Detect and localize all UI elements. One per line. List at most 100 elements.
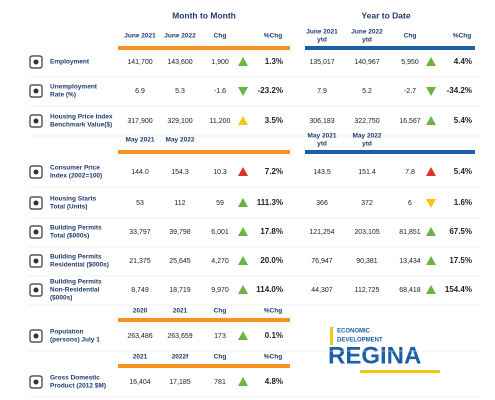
pct-change: 111.3% [257, 198, 283, 207]
column-header: ytd [362, 141, 372, 148]
row-label: Building Permits [50, 254, 102, 261]
cell-value: 135,017 [309, 59, 334, 66]
trend-arrow [238, 331, 248, 340]
row-icon [29, 196, 43, 210]
row-label: Non-Residential [50, 287, 100, 294]
column-header: May 2022 [166, 137, 195, 144]
cell-value: 33,797 [129, 229, 151, 236]
cell-value: 16,404 [129, 379, 151, 386]
cell-value: 140,967 [354, 59, 379, 66]
column-header: 2022f [172, 354, 189, 361]
row-icon [29, 114, 43, 128]
trend-arrow [238, 256, 248, 265]
cell-value: 173 [214, 333, 226, 340]
logo-text: DEVELOPMENT [337, 338, 383, 344]
row-label: Building Permits [50, 225, 102, 232]
row-icon-dot [33, 88, 39, 94]
cell-value: 372 [361, 200, 373, 207]
trend-arrow [238, 116, 248, 125]
row-label: Building Permits [50, 279, 102, 286]
cell-value: 25,645 [169, 258, 191, 265]
column-header: %Chg [264, 33, 282, 40]
cell-value: 781 [214, 379, 226, 386]
cell-value: 366 [316, 200, 328, 207]
row-icon-dot [33, 379, 39, 385]
row-label: Benchmark Value($) [50, 122, 112, 129]
row-label: Rate (%) [50, 92, 76, 99]
row-label: Housing Price Index [50, 114, 113, 121]
cell-value: 322,750 [354, 118, 379, 125]
row-icon-dot [33, 287, 39, 293]
pct-change: 3.5% [265, 116, 283, 125]
cell-value: 5,950 [401, 59, 419, 66]
cell-value: 144.0 [131, 169, 149, 176]
pct-change: 20.0% [260, 256, 283, 265]
column-header: ytd [317, 37, 327, 44]
header-bar [118, 318, 290, 322]
logo-name: REGINA [328, 342, 421, 369]
pct-change: 17.5% [449, 256, 472, 265]
cell-value: 21,375 [129, 258, 151, 265]
row-icon [29, 375, 43, 389]
row-label: Total (Units) [50, 204, 87, 211]
section-title: Year to Date [361, 10, 410, 20]
logo: ECONOMIC DEVELOPMENT REGINA [328, 327, 440, 373]
trend-arrow [426, 285, 436, 294]
pct-change: 4.4% [454, 57, 472, 66]
row-label: Housing Starts [50, 196, 97, 203]
cell-value: 39,798 [169, 229, 191, 236]
cell-value: 11,200 [210, 118, 231, 125]
column-header: %Chg [453, 33, 471, 40]
column-header: May 2021 [308, 133, 337, 140]
cell-value: 18,719 [169, 287, 191, 294]
cell-value: 59 [216, 200, 224, 207]
row-label: (persons) July 1 [50, 337, 100, 344]
header-bar [118, 150, 290, 154]
cell-value: 7.9 [317, 88, 327, 95]
column-header: Chg [214, 33, 227, 40]
column-header: Chg [214, 308, 227, 315]
row-label: ($000s) [50, 295, 72, 302]
pct-change: 154.4% [445, 285, 472, 294]
pct-change: 7.2% [265, 167, 283, 176]
column-header: June 2021 [306, 29, 338, 36]
column-header: Chg [214, 354, 227, 361]
pct-change: 1.3% [265, 57, 283, 66]
header-bar [305, 46, 475, 50]
cell-value: 16,567 [399, 118, 421, 125]
row-label: Product (2012 $M) [50, 383, 106, 390]
cell-value: 1,900 [211, 59, 229, 66]
column-header: May 2022 [353, 133, 382, 140]
cell-value: 81,851 [399, 229, 421, 236]
trend-arrow [238, 285, 248, 294]
cell-value: 5.3 [175, 88, 185, 95]
logo-bar [330, 327, 333, 345]
cell-value: 121,254 [309, 229, 334, 236]
row-icon [29, 254, 43, 268]
pct-change: 1.6% [454, 198, 472, 207]
cell-value: 13,434 [399, 258, 421, 265]
column-header: ytd [317, 141, 327, 148]
cell-value: 141,700 [127, 59, 152, 66]
cell-value: 263,659 [167, 333, 192, 340]
cell-value: 6,001 [211, 229, 229, 236]
row-icon-dot [33, 118, 39, 124]
logo-text: ECONOMIC [337, 329, 371, 335]
pct-change: 5.4% [454, 167, 472, 176]
row-icon [29, 225, 43, 239]
row-label: Employment [50, 59, 90, 66]
column-header: June 2022 [164, 33, 196, 40]
column-header: %Chg [264, 308, 282, 315]
row-label: Consumer Price [50, 165, 100, 172]
cell-value: 306,183 [309, 118, 334, 125]
trend-arrow [426, 57, 436, 66]
cell-value: 10.3 [213, 169, 227, 176]
trend-arrow [426, 167, 436, 176]
cell-value: 143,600 [167, 59, 192, 66]
cell-value: 112 [174, 200, 185, 207]
cell-value: 4,270 [211, 258, 229, 265]
column-header: ytd [362, 37, 372, 44]
logo-underline [360, 370, 440, 373]
pct-change: -23.2% [258, 86, 283, 95]
